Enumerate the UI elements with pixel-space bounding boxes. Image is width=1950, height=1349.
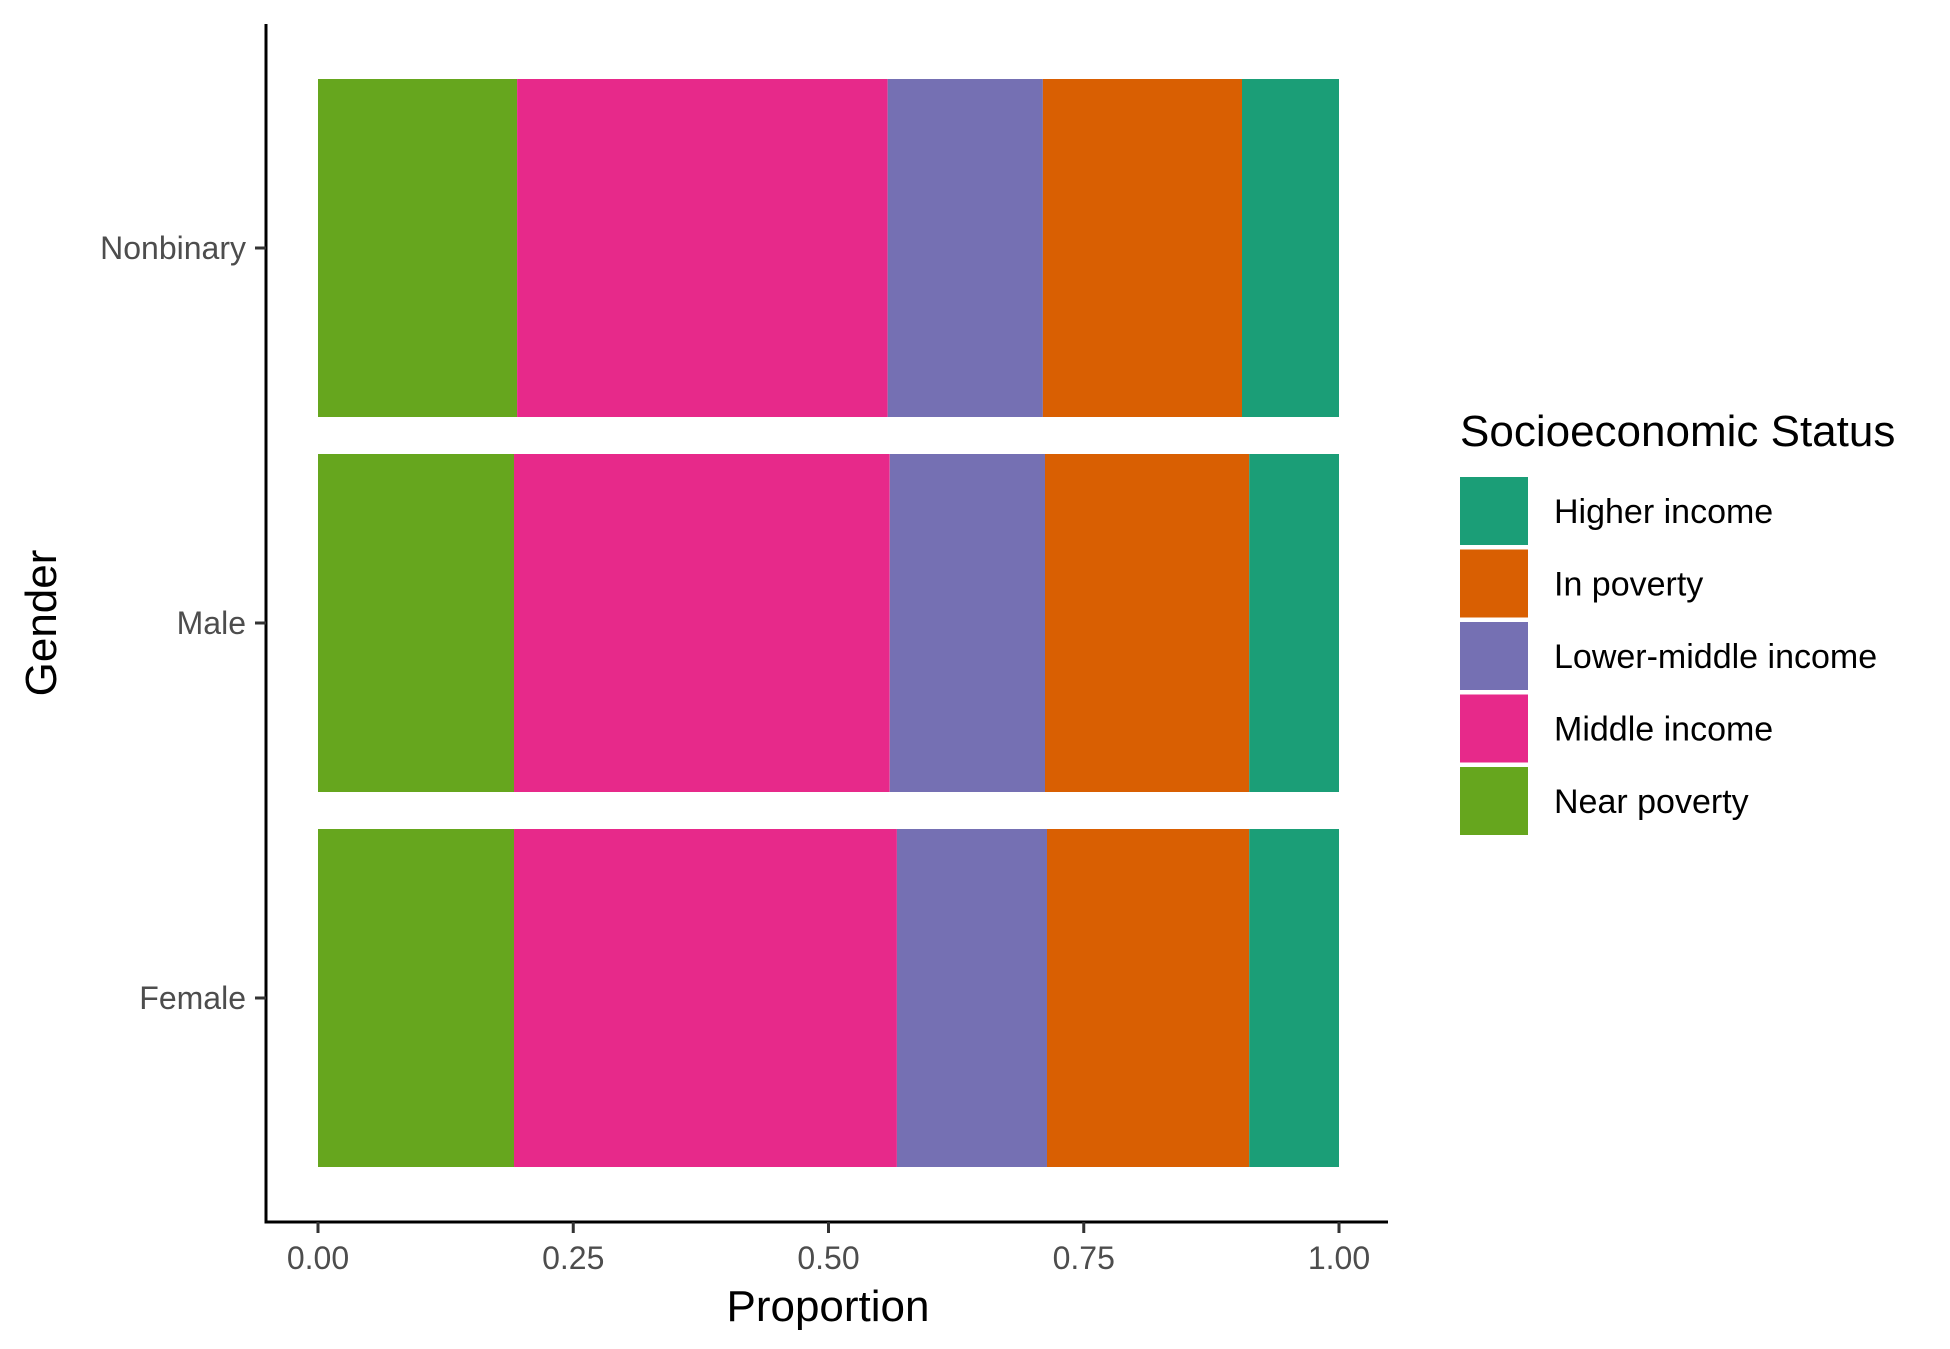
bar-segment xyxy=(514,829,897,1167)
bar-segment xyxy=(1045,454,1250,792)
bar-segment xyxy=(1242,79,1339,417)
y-tick-label: Male xyxy=(177,605,246,641)
legend-label: Lower-middle income xyxy=(1554,638,1877,676)
bar-segment xyxy=(517,79,888,417)
legend-label: Middle income xyxy=(1554,711,1773,749)
x-tick-label: 0.50 xyxy=(797,1240,859,1276)
bar-segment xyxy=(318,829,514,1167)
x-axis-title: Proportion xyxy=(726,1282,929,1331)
y-axis-title: Gender xyxy=(17,550,66,697)
y-tick-label: Nonbinary xyxy=(100,230,246,266)
bar-segment xyxy=(318,454,514,792)
bar-segment xyxy=(889,454,1045,792)
legend-label: Near poverty xyxy=(1554,783,1749,821)
x-ticks: 0.00 0.25 0.50 0.75 1.00 xyxy=(287,1222,1370,1276)
legend-label: In poverty xyxy=(1554,566,1703,604)
legend-key xyxy=(1460,694,1528,763)
x-tick-label: 1.00 xyxy=(1308,1240,1370,1276)
x-tick-label: 0.00 xyxy=(287,1240,349,1276)
legend-key xyxy=(1460,767,1528,835)
bar-segment xyxy=(1249,829,1339,1167)
x-tick-label: 0.25 xyxy=(542,1240,604,1276)
legend-title: Socioeconomic Status xyxy=(1460,407,1895,456)
legend-key xyxy=(1460,622,1528,690)
legend-key xyxy=(1460,477,1528,545)
y-tick-label: Female xyxy=(139,980,246,1016)
legend-key xyxy=(1460,549,1528,618)
bar-segment xyxy=(1249,454,1339,792)
y-ticks: Nonbinary Male Female xyxy=(100,230,266,1016)
bar-segment xyxy=(1042,79,1242,417)
x-tick-label: 0.75 xyxy=(1053,1240,1115,1276)
legend-label: Higher income xyxy=(1554,493,1773,531)
bar-segment xyxy=(1047,829,1250,1167)
legend: Socioeconomic Status Higher income In pov… xyxy=(1460,407,1895,835)
bar-segment xyxy=(318,79,518,417)
bar-segment xyxy=(896,829,1047,1167)
bars-layer xyxy=(318,79,1339,1167)
bar-segment xyxy=(887,79,1043,417)
bar-segment xyxy=(514,454,890,792)
